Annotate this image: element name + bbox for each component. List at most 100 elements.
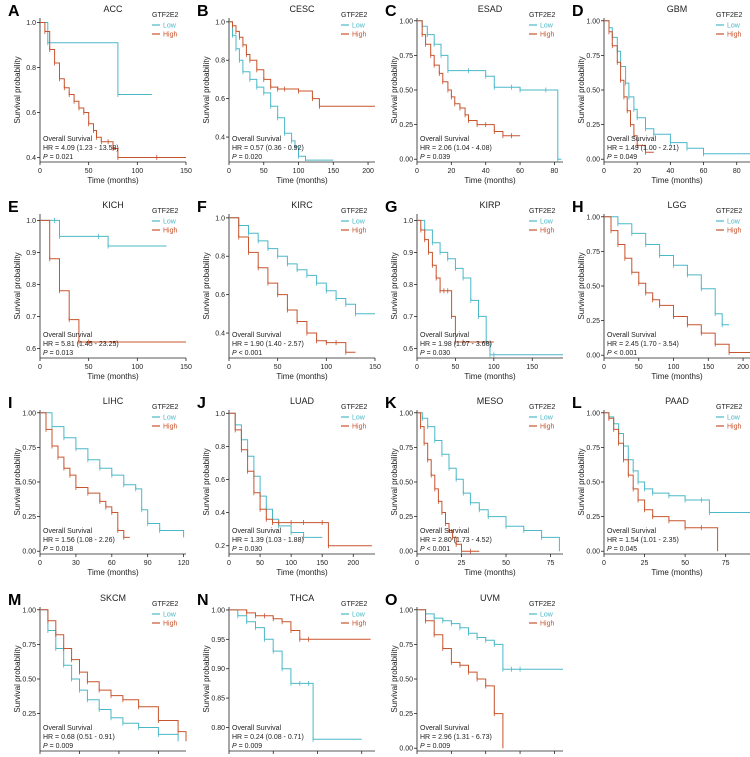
legend-title: GTF2E2	[529, 601, 556, 608]
legend-high: High	[352, 621, 367, 628]
x-tick-label: 30	[72, 560, 80, 567]
p-symbol: P	[43, 546, 48, 553]
km-curve-low	[229, 217, 375, 315]
x-tick-label: 50	[452, 364, 460, 371]
panel-title: LUAD	[290, 396, 315, 406]
y-tick-label: 0.00	[586, 157, 600, 164]
y-axis-label: Survival probability	[390, 252, 399, 319]
p-value: P < 0.001	[607, 350, 637, 357]
os-label: Overall Survival	[420, 136, 469, 143]
panel-letter: H	[572, 199, 584, 216]
legend-high: High	[727, 32, 742, 39]
y-tick-label: 0.25	[586, 514, 600, 521]
km-curve-high	[40, 22, 186, 158]
p-symbol: P	[420, 546, 425, 553]
x-tick-label: 0	[602, 364, 606, 371]
hazard-ratio: HR = 1.90 (1.40 - 2.57)	[232, 341, 304, 348]
panel-letter: N	[197, 592, 209, 609]
legend-title: GTF2E2	[529, 404, 556, 411]
km-curve-high	[604, 216, 750, 353]
y-axis-label: Survival probability	[13, 56, 22, 123]
legend-title: GTF2E2	[716, 208, 743, 215]
legend-title: GTF2E2	[716, 404, 743, 411]
panel-title: LGG	[667, 200, 686, 210]
panel-letter: M	[8, 592, 21, 609]
panel-title: ACC	[103, 4, 123, 14]
x-axis-label: Time (months)	[276, 176, 328, 185]
y-axis-label: Survival probability	[390, 448, 399, 515]
y-tick-label: 0.9	[403, 250, 413, 257]
x-tick-label: 60	[108, 560, 116, 567]
panel-title: KIRC	[291, 200, 313, 210]
x-tick-label: 50	[260, 168, 268, 175]
panel-title: KICH	[102, 200, 124, 210]
legend-high: High	[540, 424, 555, 431]
p-value: P < 0.001	[420, 546, 450, 553]
legend-high: High	[352, 424, 367, 431]
y-tick-label: 1.00	[586, 18, 600, 25]
y-axis-label: Survival probability	[202, 56, 211, 123]
hazard-ratio: HR = 1.54 (1.01 - 2.35)	[607, 537, 679, 544]
y-tick-label: 0.75	[22, 445, 36, 452]
p-value-text: = 0.021	[48, 154, 74, 161]
p-value-text: = 0.018	[48, 546, 74, 553]
legend-low: Low	[163, 415, 177, 422]
p-symbol: P	[232, 154, 237, 161]
p-symbol: P	[607, 350, 612, 357]
x-tick-label: 200	[737, 364, 749, 371]
hazard-ratio: HR = 5.81 (1.45 - 23.25)	[43, 341, 119, 348]
x-tick-label: 150	[327, 168, 339, 175]
y-tick-label: 0.00	[399, 746, 413, 753]
x-tick-label: 120	[178, 560, 190, 567]
y-tick-label: 1.00	[586, 214, 600, 221]
legend-high: High	[163, 32, 178, 39]
panel-d: D GBM 0.00 0.25 0.50 0.75 1.00 0 20 40 60 80 Time (m…	[572, 3, 750, 185]
y-axis-label: Survival probability	[577, 252, 586, 319]
p-value-text: = 0.045	[612, 546, 638, 553]
y-tick-label: 0.75	[399, 642, 413, 649]
legend-low: Low	[727, 415, 741, 422]
km-curve-high	[229, 609, 371, 640]
hazard-ratio: HR = 4.09 (1.23 - 13.58)	[43, 145, 119, 152]
p-symbol: P	[420, 350, 425, 357]
p-value-text: = 0.039	[425, 154, 451, 161]
os-label: Overall Survival	[232, 136, 281, 143]
y-tick-label: 0.25	[586, 318, 600, 325]
y-tick-label: 0.50	[399, 480, 413, 487]
x-axis-label: Time (months)	[87, 176, 139, 185]
y-tick-label: 0.75	[22, 642, 36, 649]
x-axis-label: Time (months)	[464, 176, 516, 185]
x-tick-label: 90	[144, 560, 152, 567]
x-tick-label: 25	[458, 560, 466, 567]
x-tick-label: 50	[85, 364, 93, 371]
y-tick-label: 0.6	[215, 477, 225, 484]
panel-title: LIHC	[103, 396, 124, 406]
hazard-ratio: HR = 2.06 (1.04 - 4.08)	[420, 145, 492, 152]
p-value-text: = 0.030	[237, 546, 263, 553]
os-label: Overall Survival	[607, 136, 656, 143]
legend-title: GTF2E2	[341, 601, 368, 608]
x-tick-label: 100	[320, 364, 332, 371]
km-curve-low	[229, 609, 362, 740]
x-tick-label: 20	[447, 168, 455, 175]
p-value: P = 0.030	[232, 546, 262, 553]
os-label: Overall Survival	[43, 528, 92, 535]
legend-title: GTF2E2	[152, 12, 179, 19]
y-tick-label: 1.00	[22, 607, 36, 614]
p-value: P = 0.021	[43, 154, 73, 161]
p-value-text: < 0.001	[425, 546, 451, 553]
x-tick-label: 50	[681, 560, 689, 567]
p-value-text: = 0.013	[48, 350, 74, 357]
y-tick-label: 0.50	[399, 88, 413, 95]
y-axis-label: Survival probability	[577, 448, 586, 515]
panel-k: K MESO 0.00 0.25 0.50 0.75 1.00 0 25 50 75 Time (mo…	[385, 395, 563, 577]
x-tick-label: 200	[362, 168, 374, 175]
panel-letter: B	[197, 3, 209, 20]
y-axis-label: Survival probability	[390, 645, 399, 712]
panel-title: KIRP	[479, 200, 500, 210]
panel-letter: K	[385, 395, 397, 412]
x-tick-label: 80	[551, 168, 559, 175]
hazard-ratio: HR = 1.56 (1.08 - 2.26)	[43, 537, 115, 544]
